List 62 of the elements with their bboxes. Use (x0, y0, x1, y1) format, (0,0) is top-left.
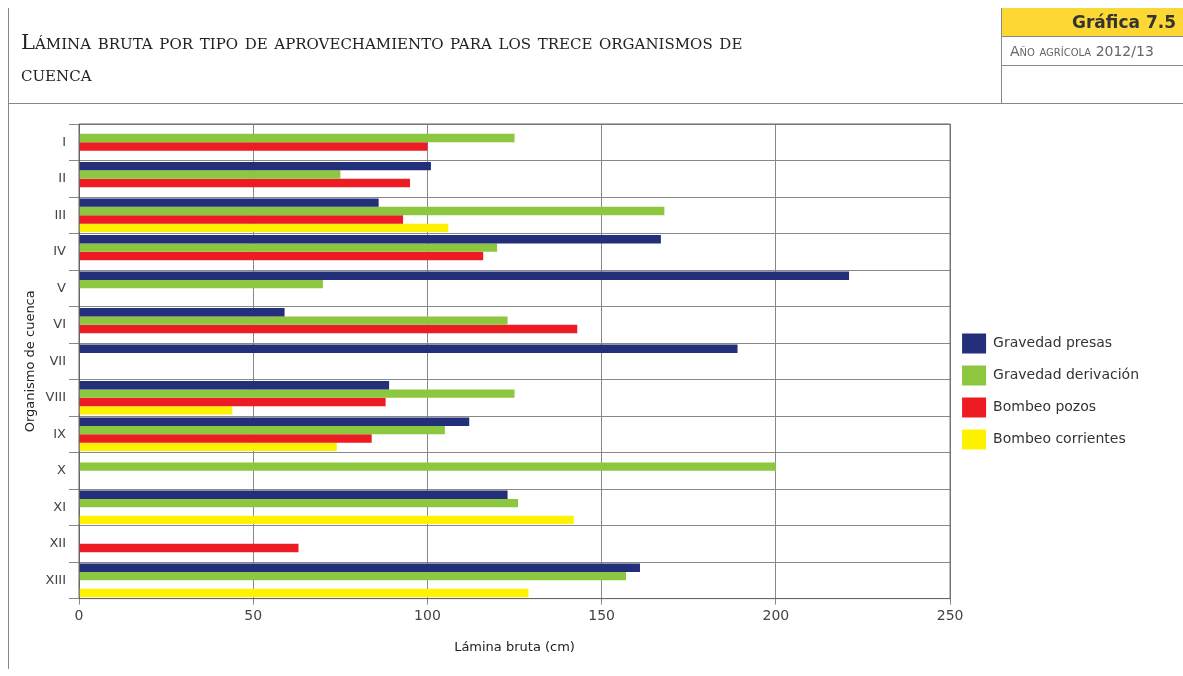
y-tick-label: VII (49, 352, 67, 368)
x-tick-label: 250 (936, 606, 964, 623)
bar (79, 133, 515, 143)
y-tick-label: VIII (45, 389, 67, 405)
bar (79, 571, 627, 581)
legend-label: Gravedad derivación (993, 366, 1139, 383)
bar (79, 243, 498, 252)
bar (79, 417, 470, 426)
bar (79, 178, 411, 188)
bar (79, 381, 390, 390)
bar (79, 271, 850, 280)
bar (79, 324, 578, 334)
bar (79, 498, 519, 508)
bar (79, 397, 386, 407)
bar (79, 462, 776, 471)
y-tick-label: II (58, 170, 67, 186)
bar (79, 251, 484, 261)
y-axis-title: Organismo de cuenca (22, 290, 38, 433)
bar (79, 161, 431, 171)
bar (79, 442, 337, 452)
text: Gráfica 7.5 (1002, 8, 1183, 36)
y-tick-label: IV (53, 243, 67, 259)
legend-label: Bombeo corrientes (993, 430, 1126, 447)
bar (79, 142, 428, 151)
bar (79, 490, 508, 499)
y-tick-label: IX (53, 425, 67, 441)
bar (79, 316, 508, 325)
y-tick-label: I (62, 133, 67, 149)
bar (79, 308, 285, 317)
bar (79, 206, 665, 216)
bar (79, 389, 515, 398)
legend-label: Bombeo pozos (993, 398, 1097, 415)
bar (79, 170, 341, 179)
bar (79, 198, 379, 207)
bar (79, 223, 449, 233)
bar (79, 215, 404, 224)
bar (79, 515, 574, 525)
y-tick-label: X (57, 462, 67, 478)
chart-title: Lámina bruta por tipo de aprovechamiento para los trece organismos de cuenca (21, 29, 744, 88)
y-tick-label: XIII (45, 571, 67, 587)
x-tick-label: 150 (588, 606, 616, 623)
bar (79, 588, 529, 598)
bar (79, 344, 738, 353)
y-tick-label: XI (53, 498, 67, 514)
y-tick-label: VI (53, 316, 67, 332)
x-tick-label: 200 (762, 606, 790, 623)
bar (79, 279, 323, 289)
y-tick-label: XII (49, 535, 67, 551)
legend-label: Gravedad presas (993, 334, 1113, 351)
x-tick-label: 0 (74, 606, 84, 623)
x-tick-label: 100 (414, 606, 441, 623)
bar (79, 434, 372, 443)
bar (79, 234, 661, 244)
x-tick-label: 50 (244, 606, 263, 623)
y-tick-label: V (57, 279, 67, 295)
x-axis-title: Lámina bruta (cm) (454, 638, 575, 654)
bar (79, 406, 233, 415)
text: Año agrícola 2012/13 (1002, 36, 1183, 66)
bar (79, 563, 640, 572)
bar (79, 425, 445, 435)
y-tick-label: III (54, 206, 67, 222)
bar (79, 543, 299, 553)
